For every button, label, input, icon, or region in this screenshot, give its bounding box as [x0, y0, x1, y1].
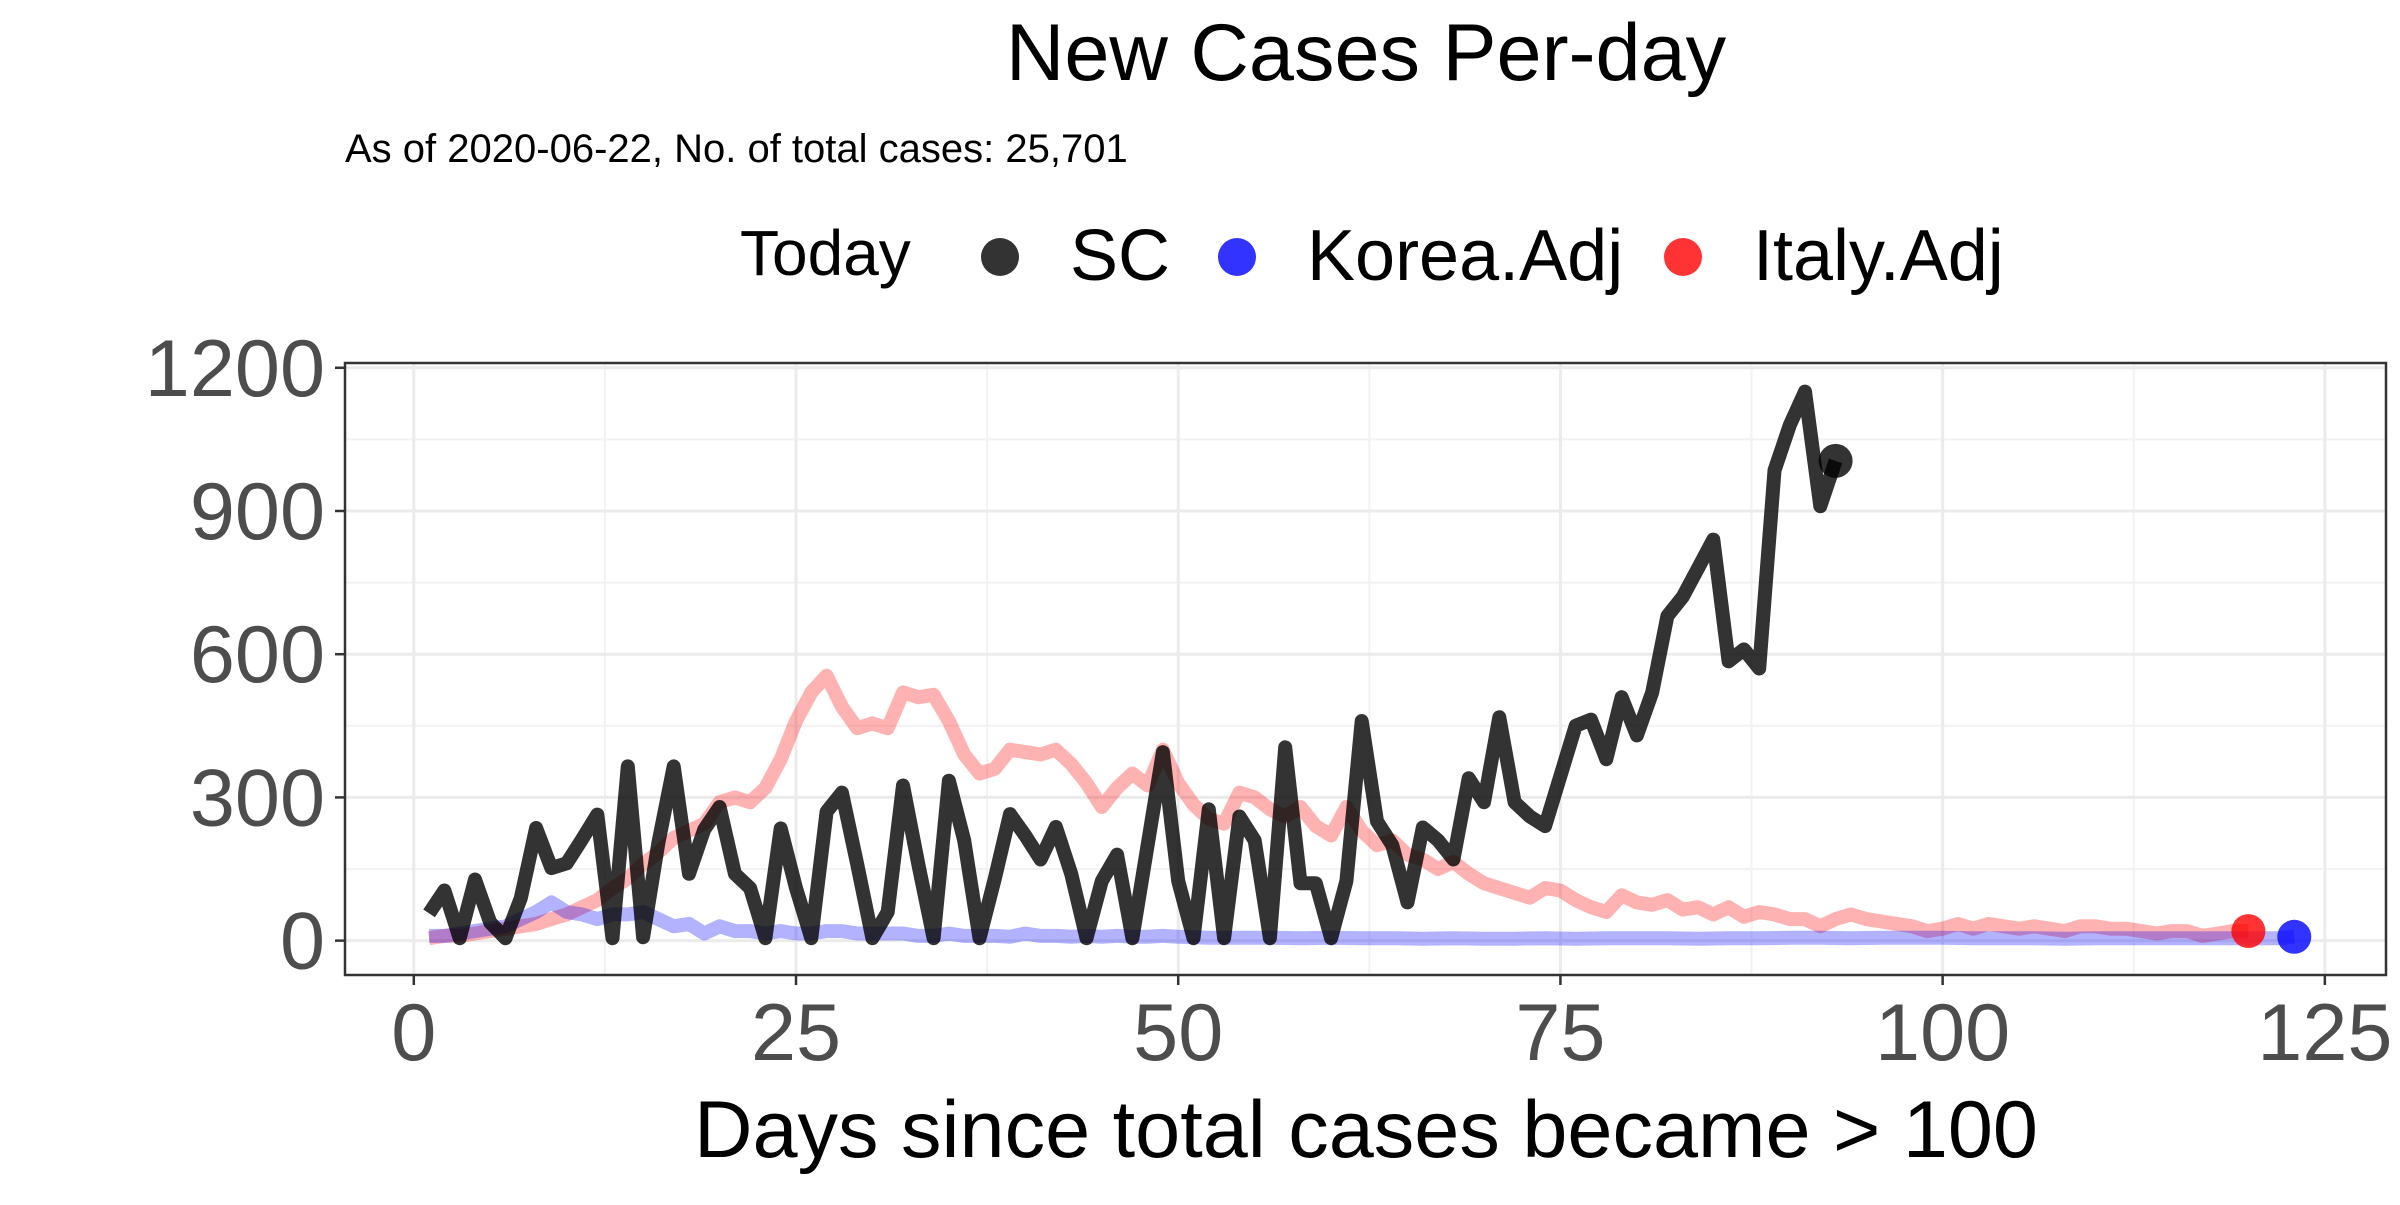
- plot-panel: [343, 361, 2388, 977]
- x-tick-label: 25: [751, 988, 841, 1078]
- legend-label-italy-adj: Italy.Adj: [1753, 216, 2004, 296]
- x-tick-label: 75: [1515, 988, 1605, 1078]
- today-point-sc: [1818, 443, 1853, 478]
- y-tick-label: 1200: [145, 324, 325, 414]
- legend-entries: SC Korea.Adj Italy.Adj: [981, 216, 2004, 296]
- y-tick-label: 600: [190, 610, 325, 700]
- y-axis: 0 300 600 900 1200: [145, 324, 345, 987]
- chart-subtitle: As of 2020-06-22, No. of total cases: 25…: [345, 127, 1128, 171]
- legend-title: Today: [740, 217, 911, 289]
- chart-title: New Cases Per-day: [1006, 8, 1727, 98]
- x-axis: 0 25 50 75 100 125: [391, 975, 2392, 1078]
- legend-key-sc: [981, 238, 1019, 276]
- legend: Today SC Korea.Adj Italy.Adj: [740, 216, 2004, 296]
- x-tick-label: 100: [1875, 988, 2010, 1078]
- series-line-italy-adj: [428, 668, 2249, 946]
- today-points: [1818, 443, 2312, 954]
- y-tick-label: 900: [190, 467, 325, 557]
- legend-key-korea-adj: [1218, 238, 1256, 276]
- x-tick-label: 0: [391, 988, 436, 1078]
- grid-major: [345, 363, 2386, 975]
- today-point-italy-adj: [2231, 914, 2266, 949]
- x-axis-label: Days since total cases became > 100: [694, 1085, 2038, 1175]
- series-line-sc: [423, 384, 1843, 946]
- today-point-korea-adj: [2277, 919, 2312, 954]
- panel-border: [343, 361, 2388, 977]
- x-tick-label: 50: [1133, 988, 1223, 1078]
- x-tick-label: 125: [2257, 988, 2392, 1078]
- series-lines: [423, 384, 2295, 946]
- legend-label-korea-adj: Korea.Adj: [1307, 216, 1623, 296]
- y-tick-label: 0: [280, 897, 325, 987]
- y-tick-label: 300: [190, 753, 325, 843]
- legend-key-italy-adj: [1664, 238, 1702, 276]
- legend-label-sc: SC: [1070, 216, 1170, 296]
